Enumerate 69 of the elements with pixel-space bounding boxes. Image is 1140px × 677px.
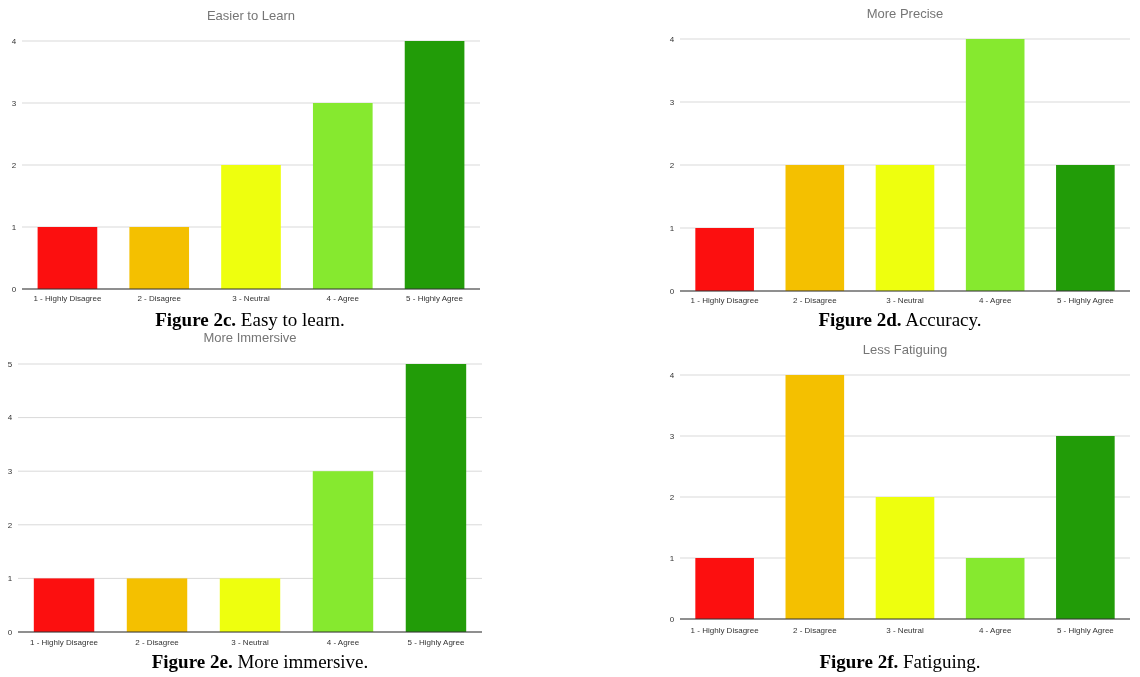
y-tick-label: 0 — [7, 627, 13, 637]
x-tick-label: 3 - Neutral — [886, 626, 924, 635]
y-tick-label: 4 — [669, 34, 675, 44]
y-tick-label: 0 — [669, 614, 675, 624]
x-tick-label: 5 - Highly Agree — [1056, 296, 1115, 305]
y-tick-label: 0 — [11, 284, 17, 294]
x-tick-label: 4 - Agree — [326, 638, 360, 647]
chart-title: More Precise — [866, 6, 944, 21]
x-tick-label: 3 - Neutral — [232, 294, 270, 303]
bar — [1056, 165, 1115, 291]
x-tick-label: 4 - Agree — [978, 296, 1012, 305]
x-tick-label: 2 - Disagree — [137, 294, 182, 303]
y-tick-label: 1 — [669, 223, 675, 233]
y-tick-label: 3 — [669, 97, 675, 107]
x-tick-label: 1 - Highly Disagree — [690, 626, 760, 635]
x-tick-label: 4 - Agree — [326, 294, 360, 303]
y-tick-label: 2 — [669, 492, 675, 502]
bar — [875, 165, 935, 291]
y-tick-label: 1 — [669, 553, 675, 563]
x-tick-label: 1 - Highly Disagree — [33, 294, 102, 303]
y-tick-label: 0 — [669, 286, 675, 296]
bar — [875, 497, 935, 619]
bar — [695, 558, 754, 619]
y-tick-label: 2 — [7, 520, 13, 530]
y-tick-label: 1 — [7, 574, 13, 584]
bar — [312, 471, 374, 632]
y-tick-label: 2 — [669, 160, 675, 170]
x-tick-label: 1 - Highly Disagree — [30, 638, 99, 647]
y-tick-label: 4 — [7, 413, 13, 423]
x-tick-label: 5 - Highly Agree — [406, 294, 464, 303]
chart-title: More Immersive — [203, 330, 297, 345]
bar — [785, 375, 845, 619]
bar — [221, 165, 281, 289]
bar — [1056, 436, 1115, 619]
bar — [695, 228, 754, 291]
bar — [312, 103, 373, 289]
y-tick-label: 1 — [11, 222, 17, 232]
bar — [965, 39, 1025, 291]
bar — [785, 165, 845, 291]
bar — [129, 227, 190, 289]
x-tick-label: 1 - Highly Disagree — [690, 296, 760, 305]
bar — [33, 578, 95, 632]
chart-title: Less Fatiguing — [862, 342, 948, 357]
bar — [219, 578, 281, 632]
x-tick-label: 2 - Disagree — [135, 638, 180, 647]
x-tick-label: 2 - Disagree — [793, 626, 838, 635]
y-tick-label: 4 — [11, 36, 17, 46]
y-tick-label: 2 — [11, 160, 17, 170]
caption: Figure 2f. Fatiguing. — [819, 651, 981, 672]
y-tick-label: 4 — [669, 370, 675, 380]
y-tick-label: 3 — [11, 98, 17, 108]
bar — [126, 578, 188, 632]
caption: Figure 2e. More immersive. — [151, 651, 369, 672]
caption: Figure 2c. Easy to learn. — [155, 309, 345, 330]
chart-title: Easier to Learn — [206, 8, 296, 23]
x-tick-label: 4 - Agree — [978, 626, 1012, 635]
y-tick-label: 3 — [669, 431, 675, 441]
x-tick-label: 2 - Disagree — [793, 296, 838, 305]
caption: Figure 2d. Accuracy. — [818, 309, 982, 330]
bar — [405, 364, 467, 632]
bar — [965, 558, 1025, 619]
y-tick-label: 5 — [7, 359, 13, 369]
x-tick-label: 5 - Highly Agree — [407, 638, 465, 647]
x-tick-label: 3 - Neutral — [231, 638, 269, 647]
y-tick-label: 3 — [7, 467, 13, 476]
bar — [404, 41, 465, 289]
x-tick-label: 5 - Highly Agree — [1056, 626, 1115, 635]
x-tick-label: 3 - Neutral — [886, 296, 924, 305]
bar — [37, 227, 98, 289]
